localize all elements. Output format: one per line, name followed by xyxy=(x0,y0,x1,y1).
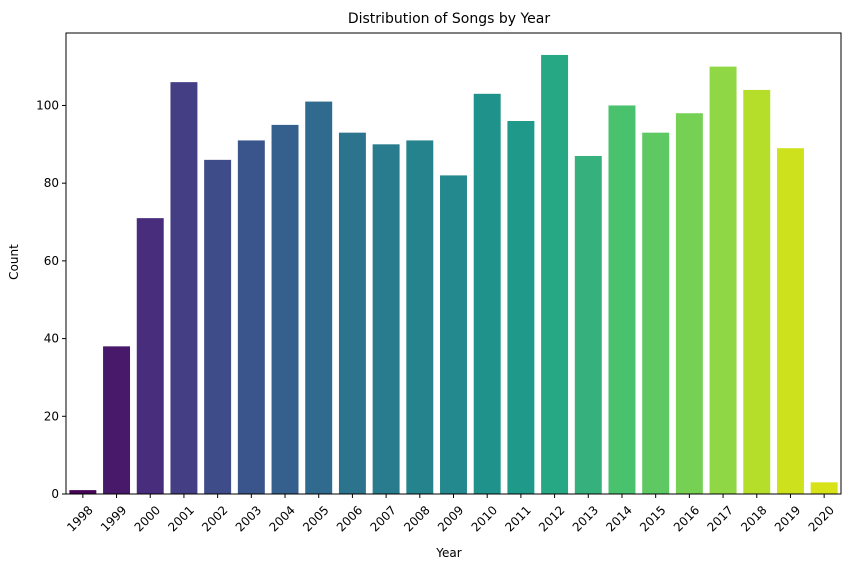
bar-1999 xyxy=(103,346,131,494)
x-tick-label: 2009 xyxy=(435,503,466,534)
x-tick-label: 2010 xyxy=(469,503,500,534)
bar-2015 xyxy=(642,132,670,495)
bar-2003 xyxy=(237,140,265,495)
bar-2012 xyxy=(541,54,569,494)
x-tick-label: 2016 xyxy=(671,503,702,534)
bar-2009 xyxy=(440,175,467,494)
x-tick-label: 2003 xyxy=(233,503,264,534)
x-tick-label: 2004 xyxy=(266,503,297,534)
bar-2007 xyxy=(372,144,400,495)
bar-2008 xyxy=(406,140,434,495)
x-tick-label: 1999 xyxy=(98,503,129,534)
bar-2001 xyxy=(170,82,198,494)
x-tick-label: 2017 xyxy=(704,503,735,534)
y-tick-label: 40 xyxy=(44,332,59,346)
bar-2000 xyxy=(136,218,164,494)
bar-2005 xyxy=(305,101,333,494)
bar-2014 xyxy=(608,105,636,494)
bar-2020 xyxy=(810,482,838,494)
x-axis-label: Year xyxy=(435,546,461,560)
y-axis-label: Count xyxy=(7,244,21,280)
y-tick-label: 20 xyxy=(44,409,59,423)
x-tick-label: 2014 xyxy=(603,503,634,534)
x-tick-label: 2001 xyxy=(165,503,196,534)
bar-2016 xyxy=(675,113,703,495)
bar-1998 xyxy=(69,490,97,494)
bar-2019 xyxy=(776,148,804,495)
chart-title: Distribution of Songs by Year xyxy=(348,11,551,27)
x-tick-label: 2007 xyxy=(368,503,399,534)
y-axis-ticks: 0 20 40 60 80 100 xyxy=(36,98,66,501)
bar-2018 xyxy=(743,89,771,494)
x-tick-label: 2013 xyxy=(570,503,601,534)
bar-2017 xyxy=(709,66,737,494)
bar-2004 xyxy=(271,124,299,495)
bars-group xyxy=(69,54,838,495)
x-tick-label: 2020 xyxy=(806,503,837,534)
x-tick-label: 2019 xyxy=(772,503,803,534)
bar-2013 xyxy=(574,155,602,495)
x-axis-ticks: 1998 1999 2000 2001 2002 2003 2004 2005 2006 2007… xyxy=(64,494,837,535)
bar-2002 xyxy=(204,159,232,495)
y-tick-label: 80 xyxy=(44,176,59,190)
x-tick-label: 2000 xyxy=(132,503,163,534)
x-tick-label: 2011 xyxy=(502,503,533,534)
y-tick-label: 100 xyxy=(36,98,59,112)
bar-2006 xyxy=(338,132,366,495)
plot-frame xyxy=(65,32,842,495)
x-tick-label: 2006 xyxy=(334,503,365,534)
x-tick-label: 2008 xyxy=(401,503,432,534)
x-tick-label: 2018 xyxy=(738,503,769,534)
x-tick-label: 1998 xyxy=(64,503,95,534)
x-tick-label: 2015 xyxy=(637,503,668,534)
x-tick-label: 2005 xyxy=(300,503,331,534)
y-tick-label: 0 xyxy=(51,487,59,501)
bar-2010 xyxy=(473,93,501,494)
bar-2011 xyxy=(507,121,535,495)
x-tick-label: 2012 xyxy=(536,503,567,534)
y-tick-label: 60 xyxy=(44,254,59,268)
x-tick-label: 2002 xyxy=(199,503,230,534)
